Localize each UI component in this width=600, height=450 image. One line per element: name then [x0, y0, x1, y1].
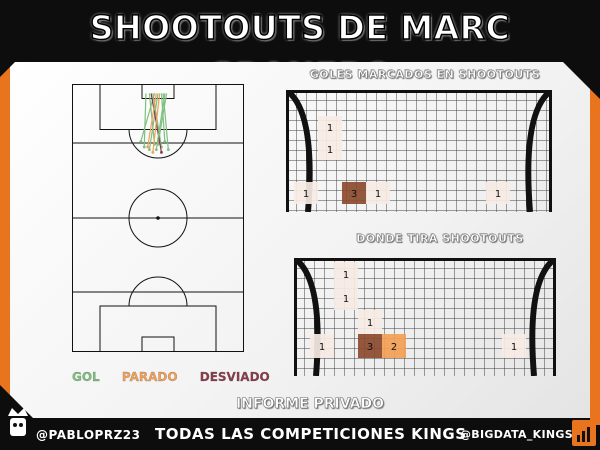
shot-line-gol	[155, 93, 166, 150]
heatmap-cell	[502, 334, 526, 358]
shot-end-point	[139, 140, 143, 143]
heatmap-cell-label: 1	[319, 342, 325, 353]
shot-line-parado	[152, 93, 161, 153]
shot-line-parado	[147, 93, 157, 148]
shot-lines	[139, 93, 170, 154]
competition-label: TODAS LAS COMPETICIONES KINGS	[155, 425, 467, 443]
goals-scored-title: GOLES MARCADOS EN SHOOTOUTS	[309, 68, 541, 81]
shot-end-point	[146, 145, 150, 149]
shot-line-gol	[148, 93, 159, 150]
shot-placement-title: DONDE TIRA SHOOTOUTS	[356, 232, 524, 245]
heatmap-cell-label: 2	[391, 342, 397, 353]
heatmap-cell-label: 1	[343, 270, 349, 281]
footer: @PABLOPRZ23 TODAS LAS COMPETICIONES KING…	[0, 408, 600, 450]
heatmap-cell	[486, 182, 510, 204]
shot-line-gol	[157, 93, 168, 145]
heatmap-cell-label: 1	[343, 294, 349, 305]
crown-logo-icon	[8, 408, 28, 436]
heatmap-cells-scored: 1 1 1 3 1 1	[294, 116, 510, 204]
goal-heatmap-scored: 1 1 1 3 1 1	[286, 90, 552, 212]
orange-border-right	[590, 55, 600, 425]
goal-heatmap-placement: 1 1 1 1 3 2 1	[294, 258, 556, 376]
heatmap-cell-label: 3	[351, 189, 357, 200]
legend-desviado: DESVIADO	[199, 370, 270, 384]
heatmap-cell-label: 3	[367, 342, 373, 353]
legend-gol: GOL	[72, 370, 100, 384]
heatmap-cell	[334, 262, 358, 286]
heatmap-cell-label: 1	[303, 189, 309, 200]
center-circle	[128, 188, 188, 248]
heatmap-cell	[318, 116, 342, 138]
orange-border-left	[0, 55, 10, 425]
shot-end-point	[160, 150, 163, 154]
penalty-arc-top	[128, 128, 188, 159]
heatmap-cell	[358, 310, 382, 334]
corner-cut-top-left	[0, 55, 22, 77]
heatmap-cell	[382, 334, 406, 358]
main-panel: GOLES MARCADOS EN SHOOTOUTS 1 1 1 3 1 1 DONDE…	[10, 62, 590, 418]
private-report-label: INFORME PRIVADO	[235, 396, 385, 413]
shot-end-point	[154, 148, 158, 152]
shot-end-point	[142, 145, 146, 149]
heatmap-cell-label: 1	[367, 318, 373, 329]
penalty-arc-bottom	[128, 276, 188, 307]
center-spot	[156, 216, 160, 220]
heatmap-cell	[366, 182, 390, 204]
shot-end-point	[163, 140, 167, 143]
heatmap-cell-label: 1	[327, 145, 333, 156]
heatmap-cell	[358, 334, 382, 358]
heatmap-cell-label: 1	[495, 189, 501, 200]
shot-end-point	[166, 148, 170, 152]
heatmap-cells-placement: 1 1 1 1 3 2 1	[310, 262, 526, 358]
heatmap-cell	[342, 182, 366, 204]
football-pitch	[72, 84, 244, 352]
heatmap-cell	[294, 182, 318, 204]
corner-cut-top-right	[556, 55, 600, 99]
penalty-area-bottom	[99, 305, 217, 352]
shot-end-point	[151, 150, 155, 154]
legend: GOL PARADO DESVIADO	[72, 370, 288, 384]
page-title: SHOOTOUTS DE MARC GRANERO	[89, 7, 511, 96]
heatmap-cell	[334, 286, 358, 310]
heatmap-cell	[310, 334, 334, 358]
shot-end-point	[148, 148, 151, 152]
brand-handle: @BIGDATA_KINGS	[460, 428, 573, 441]
heatmap-cell	[318, 138, 342, 160]
legend-parado: PARADO	[121, 370, 178, 384]
shot-line-gol	[143, 93, 147, 147]
heatmap-cell-label: 1	[511, 342, 517, 353]
heatmap-cell-label: 1	[327, 123, 333, 134]
heatmap-cell-label: 1	[375, 189, 381, 200]
author-handle: @PABLOPRZ23	[36, 428, 141, 442]
goal-area-bottom	[141, 336, 175, 352]
shot-line-gol	[160, 93, 166, 142]
bar-chart-logo-icon	[572, 420, 596, 446]
